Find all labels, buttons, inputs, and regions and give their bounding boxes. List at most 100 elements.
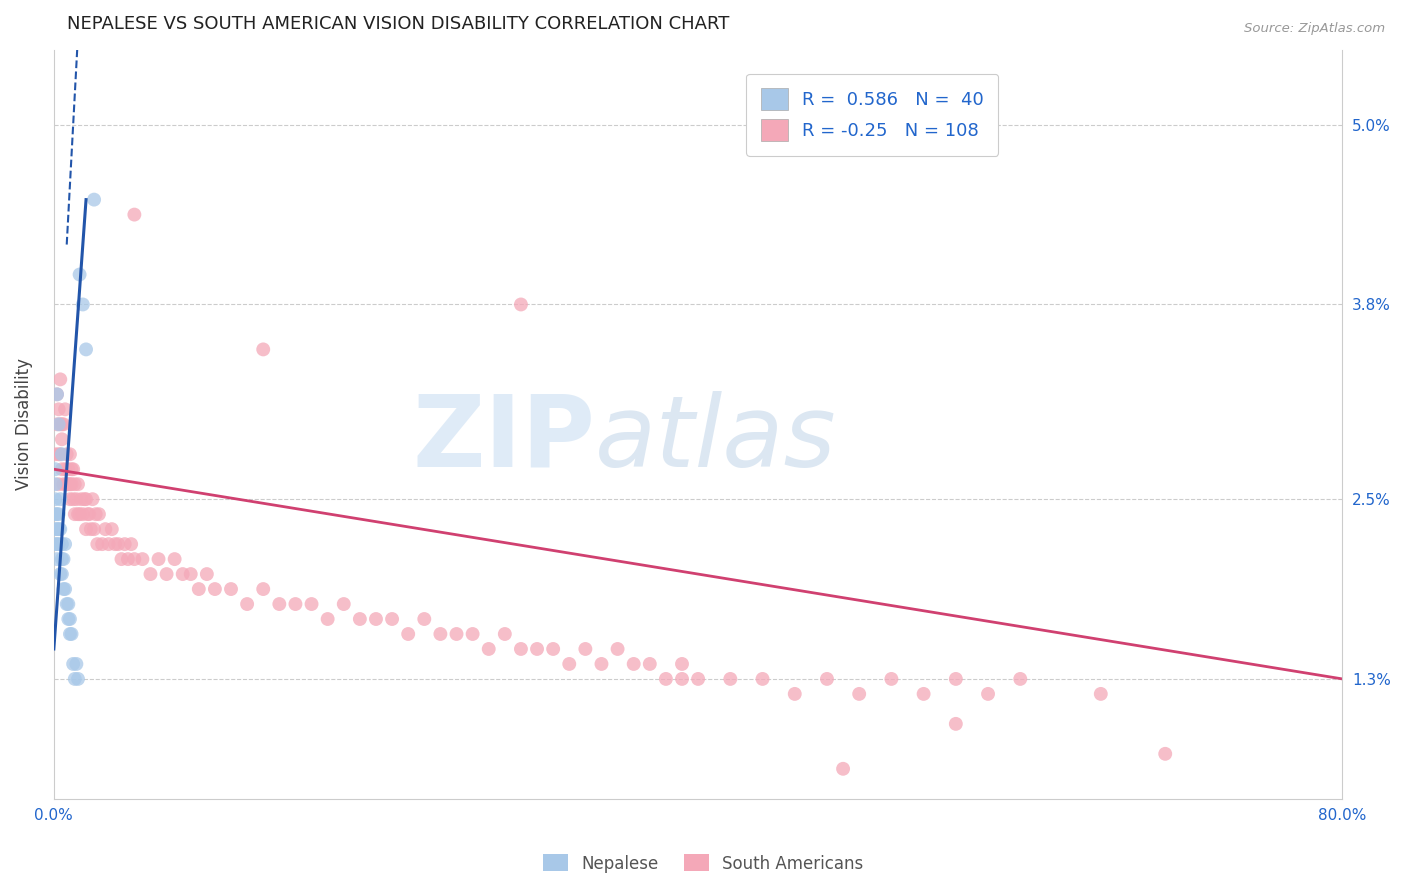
Text: Source: ZipAtlas.com: Source: ZipAtlas.com bbox=[1244, 22, 1385, 36]
Point bbox=[48, 507, 70, 521]
Point bbox=[72, 297, 94, 311]
Point bbox=[63, 507, 86, 521]
Point bbox=[48, 447, 70, 461]
Point bbox=[541, 642, 564, 657]
Point bbox=[58, 477, 80, 491]
Point bbox=[75, 492, 97, 507]
Point bbox=[301, 597, 323, 611]
Point bbox=[63, 477, 86, 491]
Point bbox=[80, 522, 103, 536]
Point bbox=[155, 567, 177, 582]
Point bbox=[84, 507, 107, 521]
Point bbox=[44, 507, 66, 521]
Point bbox=[97, 537, 120, 551]
Text: NEPALESE VS SOUTH AMERICAN VISION DISABILITY CORRELATION CHART: NEPALESE VS SOUTH AMERICAN VISION DISABI… bbox=[66, 15, 730, 33]
Legend: Nepalese, South Americans: Nepalese, South Americans bbox=[536, 847, 870, 880]
Point bbox=[124, 552, 146, 566]
Point bbox=[44, 447, 66, 461]
Point bbox=[51, 552, 73, 566]
Point bbox=[195, 567, 218, 582]
Point bbox=[46, 522, 69, 536]
Point bbox=[51, 537, 73, 551]
Point bbox=[381, 612, 404, 626]
Point bbox=[49, 417, 72, 432]
Point bbox=[163, 552, 186, 566]
Point bbox=[86, 537, 108, 551]
Point bbox=[49, 522, 72, 536]
Point bbox=[48, 522, 70, 536]
Point bbox=[349, 612, 371, 626]
Point bbox=[52, 552, 75, 566]
Point bbox=[55, 477, 77, 491]
Point bbox=[62, 657, 84, 671]
Point bbox=[269, 597, 291, 611]
Point bbox=[945, 672, 967, 686]
Point bbox=[413, 612, 436, 626]
Point bbox=[832, 762, 855, 776]
Point bbox=[83, 193, 105, 207]
Legend: R =  0.586   N =  40, R = -0.25   N = 108: R = 0.586 N = 40, R = -0.25 N = 108 bbox=[747, 74, 998, 156]
Point bbox=[104, 537, 127, 551]
Point bbox=[478, 642, 501, 657]
Point bbox=[718, 672, 741, 686]
Point bbox=[44, 537, 66, 551]
Point bbox=[91, 537, 114, 551]
Point bbox=[204, 582, 226, 596]
Point bbox=[977, 687, 1000, 701]
Point bbox=[46, 537, 69, 551]
Point bbox=[53, 537, 76, 551]
Point bbox=[62, 462, 84, 476]
Point bbox=[52, 417, 75, 432]
Point bbox=[101, 522, 124, 536]
Point bbox=[44, 492, 66, 507]
Point bbox=[46, 387, 69, 401]
Point bbox=[49, 447, 72, 461]
Point bbox=[58, 612, 80, 626]
Point bbox=[60, 627, 83, 641]
Point bbox=[46, 417, 69, 432]
Point bbox=[510, 297, 533, 311]
Point bbox=[82, 492, 104, 507]
Point bbox=[76, 507, 98, 521]
Y-axis label: Vision Disability: Vision Disability bbox=[15, 359, 32, 491]
Point bbox=[180, 567, 202, 582]
Point bbox=[66, 477, 89, 491]
Point bbox=[52, 477, 75, 491]
Point bbox=[55, 447, 77, 461]
Point bbox=[65, 657, 87, 671]
Point bbox=[69, 507, 91, 521]
Text: ZIP: ZIP bbox=[412, 391, 595, 488]
Point bbox=[107, 537, 129, 551]
Point bbox=[59, 612, 82, 626]
Point bbox=[48, 417, 70, 432]
Point bbox=[574, 642, 596, 657]
Point bbox=[51, 567, 73, 582]
Point bbox=[51, 462, 73, 476]
Point bbox=[51, 432, 73, 446]
Point bbox=[48, 537, 70, 551]
Point bbox=[912, 687, 935, 701]
Point bbox=[59, 492, 82, 507]
Point bbox=[131, 552, 153, 566]
Point bbox=[139, 567, 162, 582]
Point bbox=[1154, 747, 1177, 761]
Point bbox=[606, 642, 628, 657]
Point bbox=[58, 462, 80, 476]
Point bbox=[236, 597, 259, 611]
Point bbox=[46, 552, 69, 566]
Point bbox=[671, 657, 693, 671]
Point bbox=[75, 343, 97, 357]
Point bbox=[148, 552, 170, 566]
Point bbox=[510, 642, 533, 657]
Point bbox=[53, 402, 76, 417]
Point bbox=[219, 582, 242, 596]
Point bbox=[63, 672, 86, 686]
Point bbox=[44, 477, 66, 491]
Point bbox=[114, 537, 136, 551]
Point bbox=[526, 642, 548, 657]
Point bbox=[1090, 687, 1112, 701]
Point bbox=[70, 492, 93, 507]
Point bbox=[591, 657, 613, 671]
Point bbox=[396, 627, 419, 641]
Point bbox=[51, 417, 73, 432]
